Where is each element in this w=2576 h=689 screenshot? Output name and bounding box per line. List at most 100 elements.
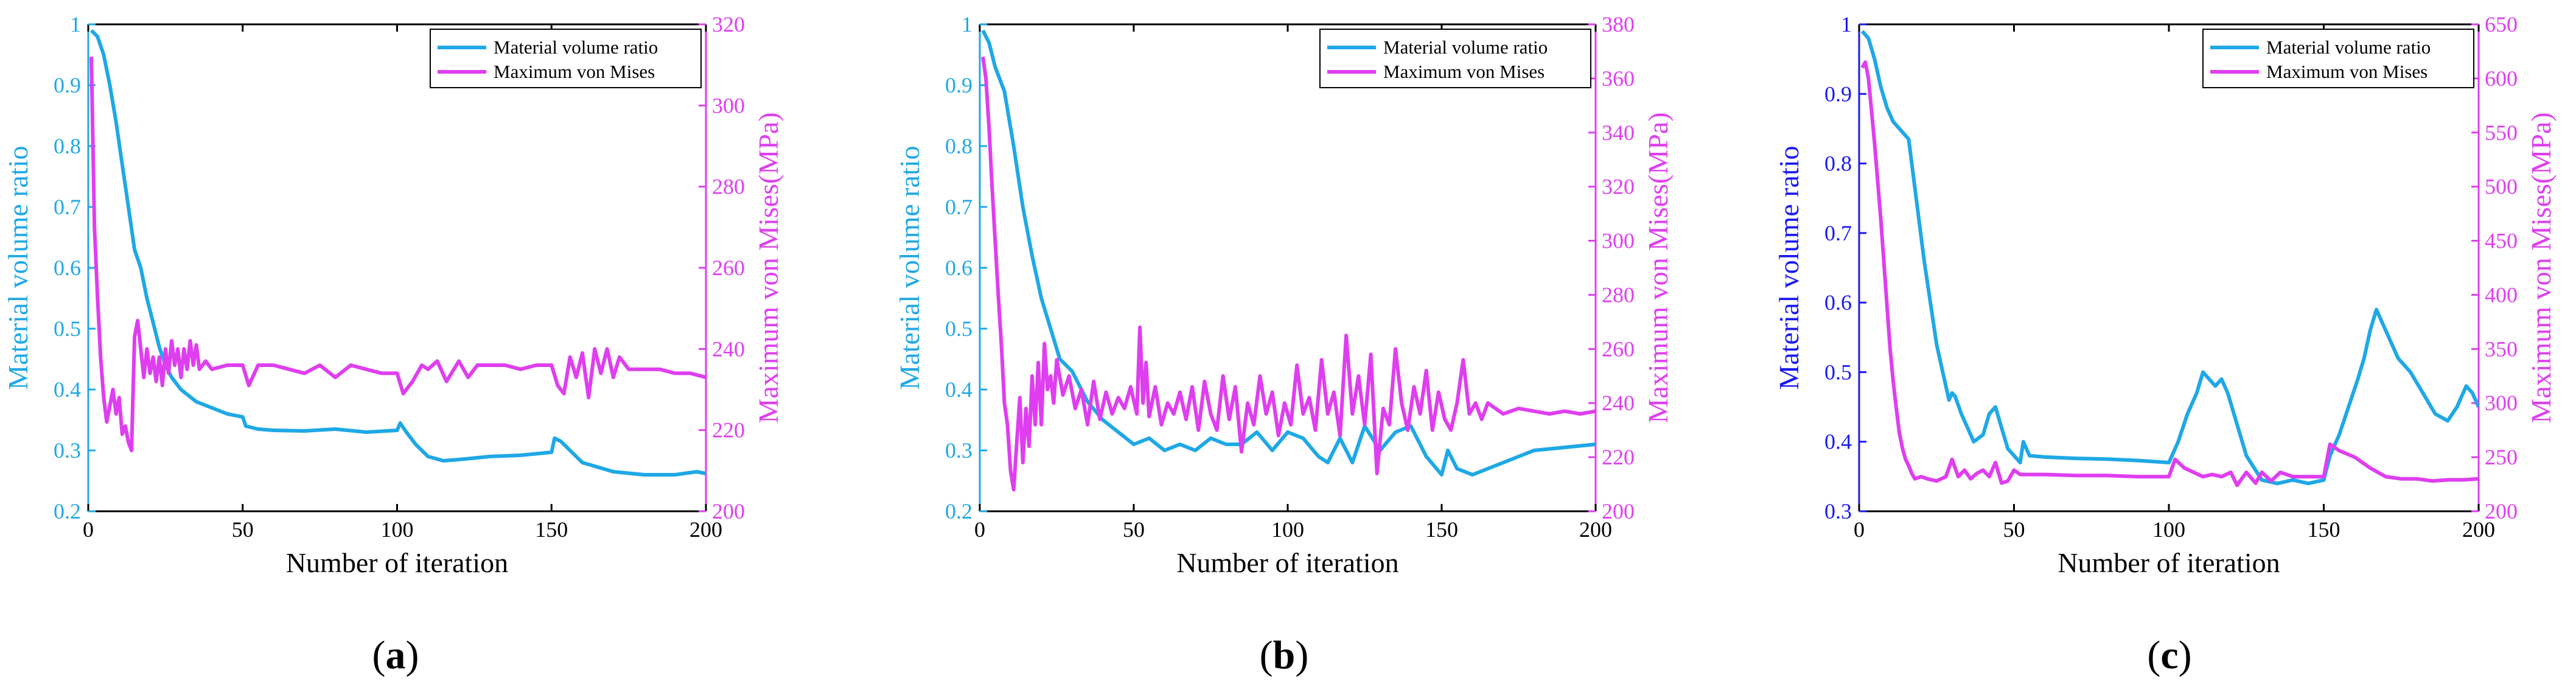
caption-close-paren: ) <box>1295 633 1308 677</box>
legend-box <box>430 29 702 88</box>
x-tick-label: 200 <box>1579 517 1612 542</box>
legend-entry: Material volume ratio <box>1383 37 1548 58</box>
y2-tick-label: 250 <box>2485 445 2518 469</box>
y2-tick-label: 450 <box>2485 229 2518 253</box>
y-tick-label: 0.6 <box>945 256 972 280</box>
y2-tick-label: 320 <box>1602 175 1635 199</box>
series-line-material-volume-ratio <box>981 29 1596 477</box>
x-tick-label: 100 <box>1271 517 1304 542</box>
series-line-max-von-mises <box>89 57 706 452</box>
y2-tick-label: 240 <box>712 337 745 361</box>
y-tick-label: 0.8 <box>945 134 972 158</box>
y-tick-label: 1 <box>1841 12 1852 37</box>
y-tick-label: 0.5 <box>945 317 972 341</box>
y-tick-label: 0.9 <box>54 73 81 97</box>
y-axis-title: Material volume ratio <box>894 145 925 390</box>
caption-letter: b <box>1273 633 1296 677</box>
y-tick-label: 1 <box>70 12 81 37</box>
caption-open-paren: ( <box>372 633 386 677</box>
series-line-max-von-mises <box>1860 60 2479 488</box>
x-tick-label: 150 <box>1425 517 1458 542</box>
series-line-material-volume-ratio <box>89 29 706 477</box>
plot-area <box>88 24 706 511</box>
legend: Material volume ratio Maximum von Mises <box>2202 29 2474 88</box>
y-tick-label: 0.3 <box>945 438 972 463</box>
y-tick-label: 0.7 <box>54 195 81 219</box>
x-tick-label: 0 <box>1854 517 1865 542</box>
y2-tick-label: 260 <box>1602 337 1635 361</box>
y-axis-title: Material volume ratio <box>1773 145 1804 390</box>
chart-panel-b: 0 50 100 150 200 0.2 0.3 0.4 0.5 0.6 0.7 0.8 0.9 1 200… <box>894 12 1674 677</box>
y-tick-label: 1 <box>962 12 972 37</box>
y2-tick-label: 350 <box>2485 337 2518 361</box>
y2-tick-label: 200 <box>1602 499 1635 523</box>
y2-tick-label: 260 <box>712 256 745 280</box>
x-tick-label: 150 <box>2308 517 2340 542</box>
y2-tick-label: 500 <box>2485 175 2518 199</box>
panel-caption: (c) <box>2147 633 2191 677</box>
y-tick-label: 0.4 <box>54 377 81 402</box>
y2-tick-label: 280 <box>1602 282 1635 307</box>
y-tick-label: 0.3 <box>1824 499 1852 523</box>
y2-axis-title: Maximum von Mises(MPa) <box>1642 112 1674 423</box>
panel-caption: (a) <box>372 633 419 677</box>
x-tick-label: 150 <box>535 517 568 542</box>
legend: Material volume ratio Maximum von Mises <box>1319 29 1591 88</box>
y-tick-label: 0.2 <box>54 499 81 523</box>
legend-entry: Material volume ratio <box>2266 37 2431 58</box>
y-tick-label: 0.7 <box>1824 221 1852 245</box>
caption-close-paren: ) <box>406 633 419 677</box>
y-tick-label: 0.5 <box>54 317 81 341</box>
y-tick-label: 0.7 <box>945 195 972 219</box>
x-tick-label: 200 <box>2462 517 2495 542</box>
y2-tick-label: 220 <box>712 418 745 442</box>
caption-close-paren: ) <box>2179 633 2192 677</box>
y2-tick-label: 300 <box>712 93 745 117</box>
y2-tick-label: 200 <box>2485 499 2518 523</box>
series-line-material-volume-ratio <box>1860 30 2479 486</box>
plot-area <box>980 24 1596 511</box>
x-tick-label: 50 <box>232 517 254 542</box>
panel-caption: (b) <box>1260 633 1309 677</box>
x-tick-label: 100 <box>381 517 414 542</box>
y2-tick-label: 650 <box>2485 12 2518 37</box>
caption-open-paren: ( <box>1260 633 1273 677</box>
caption-letter: a <box>386 633 406 677</box>
y2-tick-label: 280 <box>712 175 745 199</box>
x-axis-title: Number of iteration <box>286 547 508 578</box>
y-tick-label: 0.4 <box>945 377 972 402</box>
y2-tick-label: 300 <box>1602 229 1635 253</box>
y-tick-label: 0.4 <box>1824 430 1852 454</box>
y2-tick-label: 550 <box>2485 121 2518 145</box>
series-line-max-von-mises <box>981 56 1596 492</box>
y2-tick-label: 320 <box>712 12 745 37</box>
legend: Material volume ratio Maximum von Mises <box>430 29 702 88</box>
chart-panel-c: 0 50 100 150 200 0.3 0.4 0.5 0.6 0.7 0.8 0.9 1 200 250… <box>1773 12 2557 677</box>
y2-tick-label: 300 <box>2485 391 2518 415</box>
plot-area <box>1859 24 2479 511</box>
legend-box <box>1319 29 1591 88</box>
y-tick-label: 0.2 <box>945 499 972 523</box>
y2-tick-label: 600 <box>2485 66 2518 91</box>
y2-tick-label: 240 <box>1602 391 1635 415</box>
x-tick-label: 50 <box>2003 517 2025 542</box>
x-tick-label: 50 <box>1123 517 1145 542</box>
y2-tick-label: 200 <box>712 499 745 523</box>
y-tick-label: 0.9 <box>945 73 972 97</box>
y-tick-label: 0.6 <box>54 256 81 280</box>
y2-tick-label: 360 <box>1602 66 1635 91</box>
legend-entry: Maximum von Mises <box>2266 61 2428 82</box>
y-tick-label: 0.5 <box>1824 360 1852 384</box>
y2-tick-label: 400 <box>2485 282 2518 307</box>
y2-axis-title: Maximum von Mises(MPa) <box>2525 112 2557 423</box>
x-tick-label: 0 <box>974 517 985 542</box>
caption-letter: c <box>2160 633 2178 677</box>
chart-panel-a: 0 50 100 150 200 0.2 0.3 0.4 0.5 0.6 0.7 0.8 0.9 1 200… <box>2 12 784 677</box>
y-tick-label: 0.3 <box>54 438 81 463</box>
y-axis-title: Material volume ratio <box>2 145 33 390</box>
y2-tick-label: 340 <box>1602 121 1635 145</box>
y2-axis-title: Maximum von Mises(MPa) <box>753 112 784 423</box>
legend-entry: Maximum von Mises <box>1383 61 1545 82</box>
x-axis-title: Number of iteration <box>1176 547 1398 578</box>
